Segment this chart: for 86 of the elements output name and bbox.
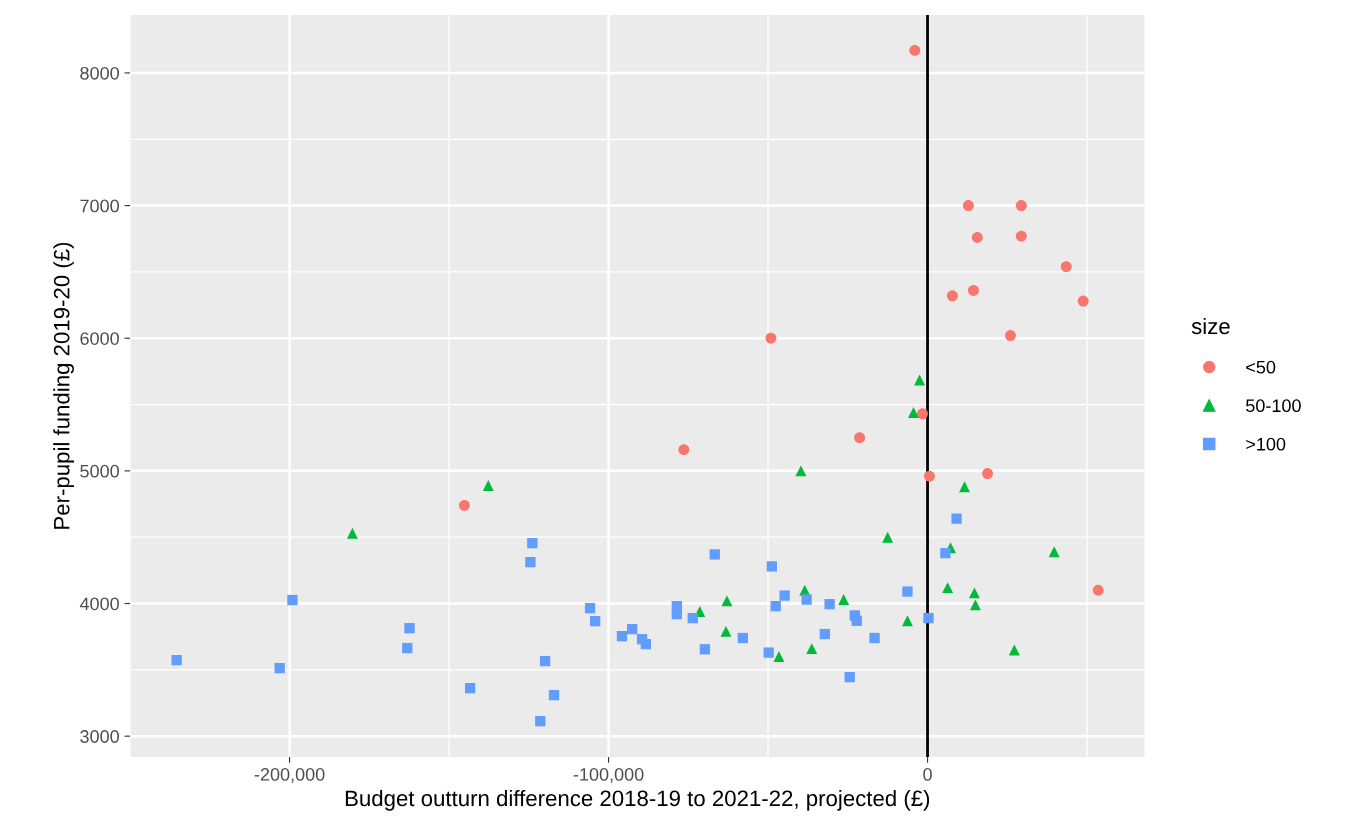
point <box>923 470 935 482</box>
point <box>687 612 698 624</box>
point <box>1005 330 1016 342</box>
point <box>584 603 596 614</box>
y-tick-label: 7000 <box>80 199 119 213</box>
point <box>971 231 983 243</box>
point <box>1077 295 1089 307</box>
point <box>1008 644 1020 656</box>
point <box>458 499 470 511</box>
y-tick-label: 8000 <box>80 66 119 80</box>
point <box>482 480 494 491</box>
point <box>946 290 958 302</box>
point <box>548 690 560 701</box>
point <box>763 647 774 658</box>
point <box>869 632 880 644</box>
point <box>171 655 182 666</box>
point <box>590 616 601 627</box>
legend-label: >100 <box>1246 437 1286 451</box>
legend-label: 50-100 <box>1246 399 1301 413</box>
point <box>346 527 358 539</box>
point <box>914 374 926 386</box>
point <box>838 594 850 606</box>
point <box>968 285 979 296</box>
x-tick-label: -200,000 <box>254 768 325 783</box>
x-tick-label: -100,000 <box>573 768 644 783</box>
y-tick-label: 5000 <box>80 464 119 478</box>
point <box>287 594 298 606</box>
point <box>968 587 980 599</box>
point <box>535 716 546 727</box>
point <box>819 628 830 640</box>
point <box>616 631 628 642</box>
point <box>908 407 919 418</box>
point <box>844 671 855 683</box>
point <box>1015 200 1027 212</box>
point <box>779 590 790 601</box>
point <box>882 531 894 543</box>
point <box>1092 584 1104 596</box>
point <box>801 594 812 605</box>
point <box>962 200 974 212</box>
point <box>1060 261 1072 273</box>
y-tick-label: 6000 <box>80 332 119 345</box>
point <box>909 44 921 56</box>
y-tick-label: 3000 <box>80 730 119 743</box>
point <box>699 644 711 655</box>
point <box>824 599 835 610</box>
point <box>1015 230 1027 242</box>
point <box>721 595 733 607</box>
point <box>901 615 913 627</box>
point <box>720 625 732 637</box>
x-axis-title: Budget outturn difference 2018-19 to 2021-22, projected (£) <box>345 789 930 811</box>
point <box>854 432 866 444</box>
point <box>940 547 951 559</box>
point <box>766 561 778 572</box>
point <box>709 549 720 560</box>
point <box>525 556 536 568</box>
point <box>627 623 638 635</box>
point <box>851 615 862 626</box>
point <box>806 643 818 655</box>
point <box>402 642 413 654</box>
point <box>959 481 971 493</box>
point <box>942 582 954 594</box>
point <box>765 332 777 344</box>
y-axis-title: Per-pupil funding 2019-20 (£) <box>53 242 74 529</box>
point <box>737 632 748 644</box>
legend-title: size <box>1191 317 1230 335</box>
point <box>916 408 928 420</box>
point <box>982 468 993 479</box>
point <box>969 599 981 611</box>
point <box>464 682 476 694</box>
point <box>951 513 962 524</box>
point <box>671 608 682 620</box>
point <box>404 623 415 634</box>
y-tick-label: 4000 <box>79 597 119 611</box>
legend-label: <50 <box>1246 360 1276 374</box>
point <box>274 662 285 674</box>
x-tick-label: 0 <box>923 768 932 781</box>
point <box>1048 546 1060 558</box>
point <box>640 638 652 650</box>
point <box>678 444 690 456</box>
point <box>923 612 934 624</box>
point <box>795 465 807 477</box>
point <box>539 655 551 667</box>
point <box>527 538 538 549</box>
point <box>773 651 785 663</box>
point <box>902 586 913 597</box>
point <box>770 601 781 612</box>
